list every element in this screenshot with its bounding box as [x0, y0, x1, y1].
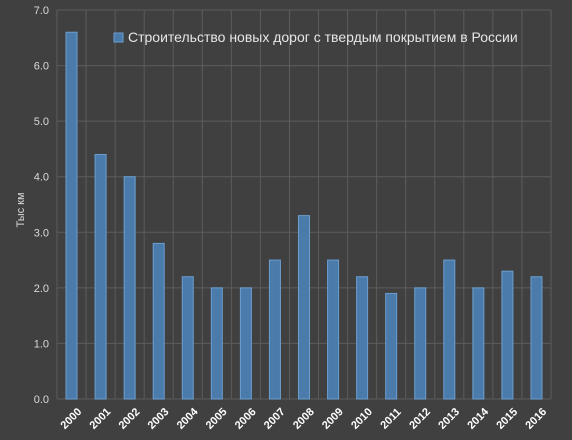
- bar-2001: [94, 153, 107, 400]
- bar-2006: [239, 287, 252, 400]
- x-tick-label: 2012: [407, 406, 433, 432]
- x-tick-label: 2009: [320, 406, 346, 432]
- x-tick-label: 2014: [465, 405, 491, 431]
- x-tick-label: 2007: [262, 406, 288, 432]
- x-tick-label: 2010: [349, 406, 375, 432]
- x-tick-label: 2003: [146, 406, 172, 432]
- y-tick-label: 5.0: [34, 116, 49, 128]
- legend-label: Строительство новых дорог с твердым покр…: [128, 29, 518, 45]
- x-tick-label: 2004: [175, 405, 201, 431]
- bar-2002: [123, 176, 136, 400]
- x-tick-label: 2016: [523, 406, 549, 432]
- bar-2003: [152, 242, 165, 400]
- x-tick-label: 2002: [117, 406, 143, 432]
- y-tick-label: 1.0: [34, 338, 49, 350]
- bar-2010: [356, 276, 369, 400]
- bar-2011: [385, 292, 398, 400]
- y-tick-label: 2.0: [34, 283, 49, 295]
- bar-2012: [414, 287, 427, 400]
- bar-2008: [298, 215, 310, 400]
- y-tick-label: 3.0: [34, 227, 49, 239]
- gridlines: [56, 9, 552, 400]
- bar-2005: [210, 287, 223, 400]
- bar-2007: [268, 259, 281, 400]
- y-tick-labels: 0.0 1.0 2.0 3.0 4.0 5.0 6.0 7.0: [34, 5, 49, 406]
- x-tick-label: 2005: [204, 406, 230, 432]
- y-tick-label: 7.0: [34, 5, 49, 17]
- bar-2015: [501, 270, 514, 400]
- bar-2004: [181, 276, 194, 400]
- bar-2013: [443, 259, 456, 400]
- bar-2016: [530, 276, 543, 400]
- y-axis-label: Тыс км: [15, 192, 27, 227]
- y-tick-label: 0.0: [34, 394, 49, 406]
- legend-swatch: [113, 32, 124, 43]
- y-tick-label: 6.0: [34, 61, 49, 73]
- x-tick-label: 2000: [59, 406, 85, 432]
- x-tick-label: 2008: [291, 406, 317, 432]
- legend: Строительство новых дорог с твердым покр…: [113, 29, 518, 45]
- x-tick-label: 2006: [233, 406, 259, 432]
- x-tick-label: 2011: [378, 406, 403, 431]
- y-tick-label: 4.0: [34, 172, 49, 184]
- x-tick-label: 2001: [88, 406, 114, 432]
- x-tick-labels: 2000 2001 2002 2003 2004 2005 2006 2007 2008 2009…: [59, 405, 550, 431]
- bar-2000: [65, 31, 78, 400]
- x-tick-label: 2015: [494, 406, 520, 432]
- x-tick-label: 2013: [436, 406, 462, 432]
- bar-2009: [327, 259, 340, 400]
- bar-2014: [472, 287, 485, 400]
- bars: [65, 31, 543, 400]
